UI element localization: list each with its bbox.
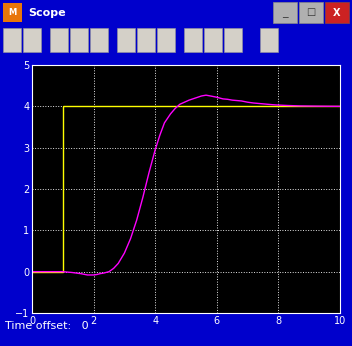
Text: Scope: Scope (28, 8, 65, 18)
Text: X: X (333, 8, 341, 18)
Bar (184, 28, 202, 52)
Text: □: □ (306, 8, 316, 18)
Bar (299, 2, 323, 23)
Bar (224, 28, 242, 52)
Bar (70, 28, 88, 52)
Bar (90, 28, 108, 52)
Bar (117, 28, 135, 52)
Bar (137, 28, 155, 52)
Text: M: M (8, 8, 17, 17)
Text: Time offset:   0: Time offset: 0 (5, 321, 89, 331)
Bar (325, 2, 349, 23)
Bar (23, 28, 41, 52)
Bar (50, 28, 68, 52)
Bar (3, 28, 21, 52)
Bar (157, 28, 175, 52)
Bar (260, 28, 278, 52)
Text: _: _ (282, 8, 288, 18)
Bar (273, 2, 297, 23)
Bar (204, 28, 222, 52)
Bar (3, 3, 22, 22)
